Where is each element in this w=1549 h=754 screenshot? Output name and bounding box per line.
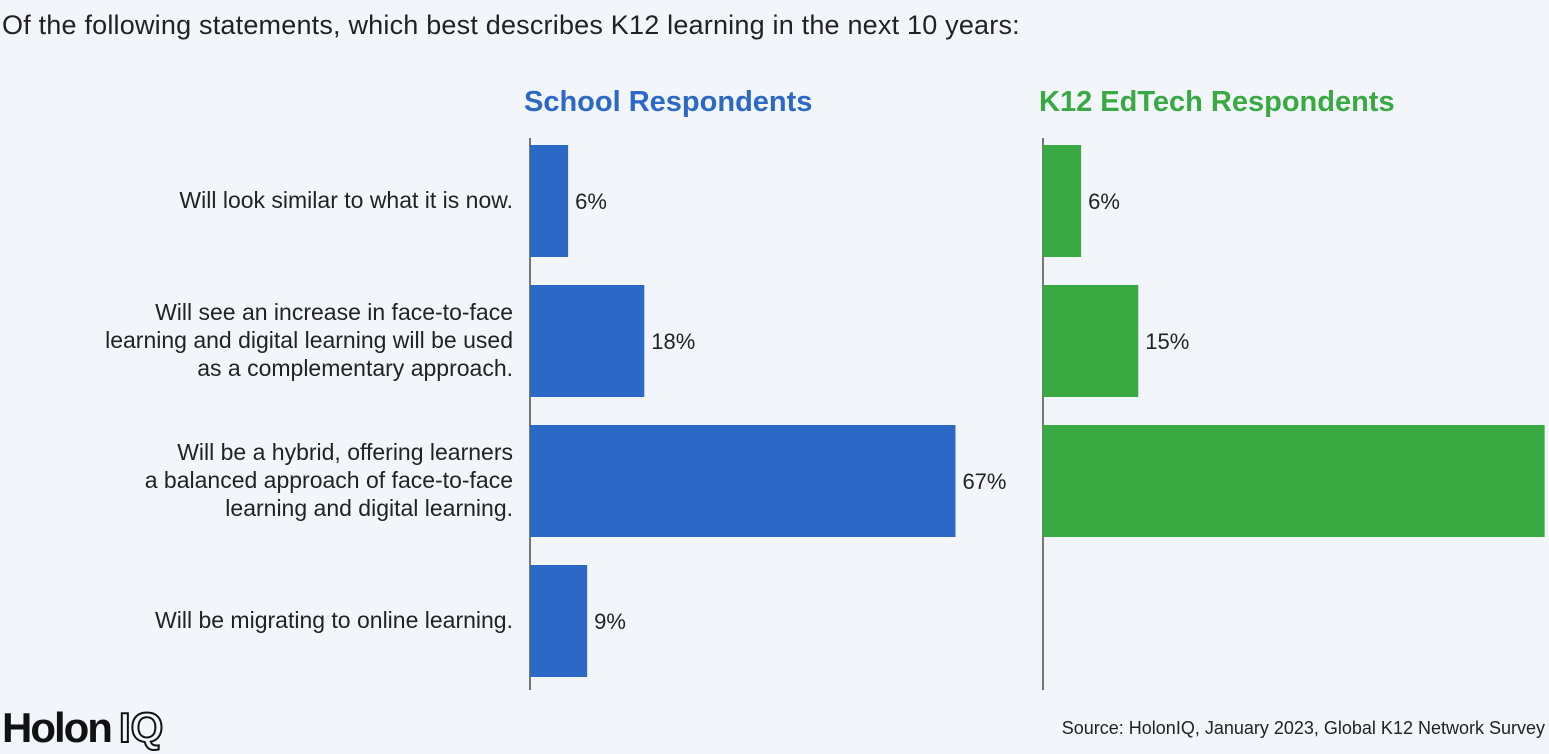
holoniq-logo: Holon IQ bbox=[2, 703, 164, 752]
edtech-bar-similar bbox=[1043, 145, 1082, 257]
chart-question: Of the following statements, which best … bbox=[2, 10, 1020, 40]
edtech-panel-title: K12 EdTech Respondents bbox=[1039, 86, 1395, 118]
source-note: Source: HolonIQ, January 2023, Global K1… bbox=[1061, 718, 1545, 738]
category-label-face-to-face: Will see an increase in face-to-face lea… bbox=[105, 299, 513, 381]
logo-iq-text: IQ bbox=[118, 703, 164, 752]
school-value-label-face-to-face: 18% bbox=[651, 329, 695, 354]
school-value-label-similar: 6% bbox=[575, 189, 607, 214]
logo-holon-text: Holon bbox=[2, 704, 113, 751]
category-label-online: Will be migrating to online learning. bbox=[155, 607, 513, 633]
school-panel-title: School Respondents bbox=[524, 86, 813, 118]
school-bar-online bbox=[530, 565, 588, 677]
school-value-label-hybrid: 67% bbox=[962, 469, 1006, 494]
school-bar-face-to-face bbox=[530, 285, 645, 397]
edtech-bar-face-to-face bbox=[1043, 285, 1139, 397]
category-label-similar: Will look similar to what it is now. bbox=[179, 187, 513, 213]
edtech-value-label-similar: 6% bbox=[1088, 189, 1120, 214]
edtech-value-label-face-to-face: 15% bbox=[1145, 329, 1189, 354]
edtech-bar-hybrid bbox=[1043, 425, 1545, 537]
school-value-label-online: 9% bbox=[594, 609, 626, 634]
school-bar-similar bbox=[530, 145, 569, 257]
school-bar-hybrid bbox=[530, 425, 956, 537]
category-label-hybrid: Will be a hybrid, offering learners a ba… bbox=[144, 439, 513, 521]
